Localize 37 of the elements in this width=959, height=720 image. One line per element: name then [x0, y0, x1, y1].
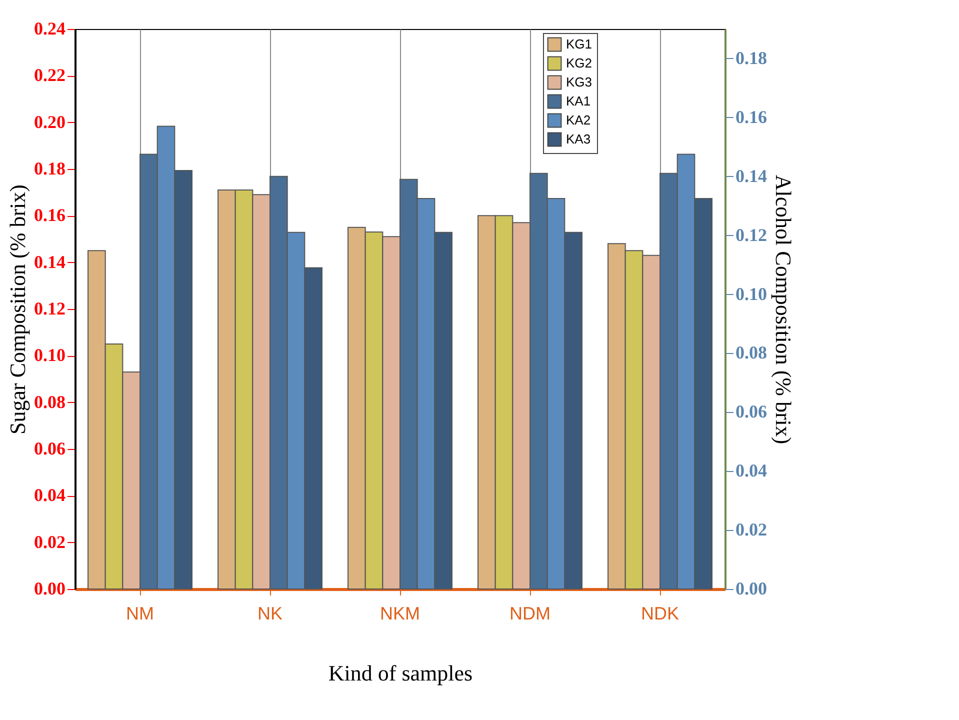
y-tick-label: 0.10 [34, 345, 66, 366]
y2-tick-label: 0.02 [736, 520, 767, 540]
legend-label: KG1 [566, 36, 592, 52]
y-tick-label: 0.24 [34, 18, 66, 38]
y-tick-label: 0.12 [34, 298, 66, 318]
x-tick-label: NK [257, 604, 283, 624]
y2-tick-label: 0.08 [736, 342, 767, 363]
y2-axis-title: Alcohol Composition (% brix) [771, 174, 796, 444]
y-tick-label: 0.18 [34, 158, 66, 178]
y-axis-title: Sugar Composition (% brix) [5, 184, 30, 434]
y2-tick-label: 0.10 [736, 284, 767, 304]
y-tick-label: 0.08 [34, 392, 66, 412]
legend-label: KG2 [566, 56, 592, 70]
y2-tick-label: 0.16 [736, 106, 767, 127]
y-tick-label: 0.06 [34, 438, 66, 458]
legend-label: KA3 [566, 132, 591, 146]
y-tick-label: 0.14 [34, 252, 66, 272]
y-tick-label: 0.02 [34, 532, 66, 552]
legend-label: KA2 [566, 112, 591, 128]
y-tick-label: 0.20 [34, 112, 66, 132]
y-tick-label: 0.04 [34, 485, 66, 506]
legend-label: KG3 [566, 74, 592, 90]
y2-tick-label: 0.00 [736, 578, 767, 598]
y2-tick-label: 0.18 [736, 48, 767, 68]
y-tick-label: 0.16 [34, 205, 66, 226]
y-tick-label: 0.00 [34, 578, 66, 598]
y2-tick-label: 0.14 [736, 166, 767, 186]
y2-tick-label: 0.12 [736, 224, 767, 245]
x-axis-title: Kind of samples [328, 660, 473, 686]
x-tick-label: NDM [510, 604, 550, 624]
x-tick-label: NKM [380, 604, 420, 624]
x-tick-label: NM [126, 604, 154, 624]
legend-label: KA1 [566, 94, 591, 108]
y2-tick-label: 0.06 [736, 402, 767, 422]
y-tick-label: 0.22 [34, 65, 66, 86]
x-tick-label: NDK [640, 604, 680, 624]
y2-tick-label: 0.04 [736, 460, 767, 481]
